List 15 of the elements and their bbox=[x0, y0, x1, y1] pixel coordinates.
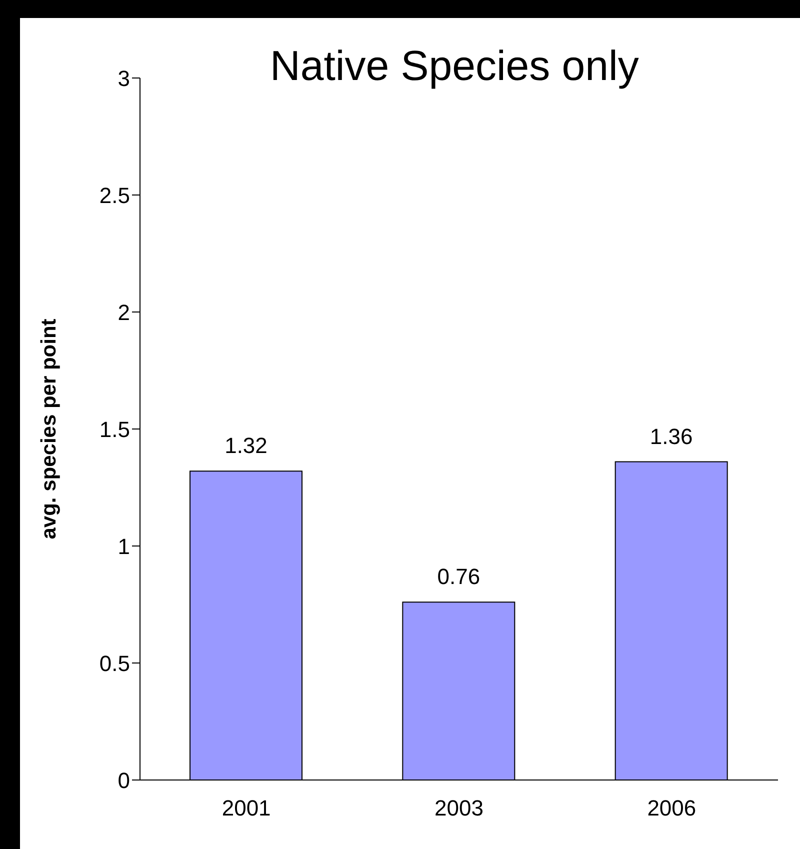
y-tick-label: 0.5 bbox=[99, 650, 130, 676]
y-tick-label: 2.5 bbox=[99, 182, 130, 208]
y-axis-title: avg. species per point bbox=[37, 318, 60, 540]
data-label: 0.76 bbox=[437, 564, 480, 590]
y-tick-label: 1 bbox=[118, 534, 130, 559]
y-tick-label: 2 bbox=[118, 300, 130, 325]
chart-title: Native Species only bbox=[270, 42, 639, 90]
y-tick-label: 0 bbox=[118, 768, 130, 793]
x-tick-label: 2001 bbox=[222, 796, 271, 821]
y-tick-label: 3 bbox=[118, 66, 130, 91]
y-tick-label: 1.5 bbox=[99, 416, 130, 442]
x-tick-label: 2003 bbox=[434, 796, 484, 821]
data-label: 1.36 bbox=[650, 424, 693, 449]
data-label: 1.32 bbox=[224, 433, 268, 458]
x-tick-label: 2006 bbox=[647, 796, 696, 821]
